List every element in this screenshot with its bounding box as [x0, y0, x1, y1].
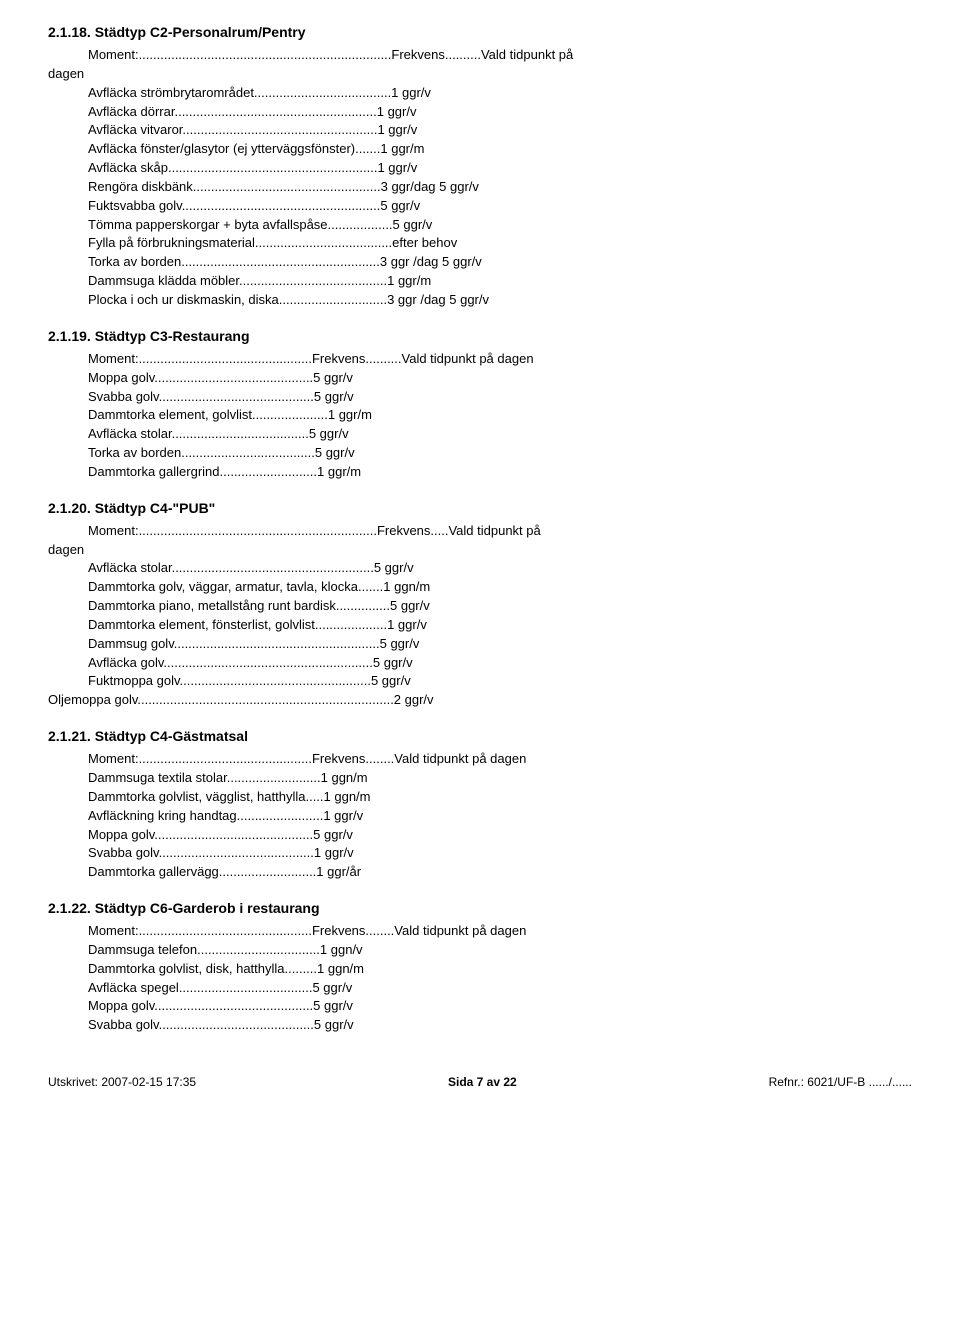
content-line: Fuktmoppa golv..........................… — [48, 672, 912, 691]
content-line: Avfläckning kring handtag...............… — [48, 807, 912, 826]
content-line: Moment:.................................… — [48, 46, 912, 65]
content-line: Tömma papperskorgar + byta avfallspåse..… — [48, 216, 912, 235]
content-line: Dammtorka golvlist, disk, hatthylla.....… — [48, 960, 912, 979]
content-line: Dammtorka golv, väggar, armatur, tavla, … — [48, 578, 912, 597]
content-line: Svabba golv.............................… — [48, 844, 912, 863]
content-line: Avfläcka golv...........................… — [48, 654, 912, 673]
footer-right: Refnr.: 6021/UF-B ....../...... — [769, 1075, 912, 1089]
content-line: Dammtorka element, fönsterlist, golvlist… — [48, 616, 912, 635]
content-line: Dammtorka golvlist, vägglist, hatthylla.… — [48, 788, 912, 807]
content-line: Moment:.................................… — [48, 350, 912, 369]
content-line: Svabba golv.............................… — [48, 388, 912, 407]
content-line: Avfläcka fönster/glasytor (ej ytterväggs… — [48, 140, 912, 159]
content-line: Moment:.................................… — [48, 750, 912, 769]
content-line-wrap: dagen — [48, 541, 912, 560]
content-line: Rengöra diskbänk........................… — [48, 178, 912, 197]
content-line: Avfläcka dörrar.........................… — [48, 103, 912, 122]
page: 2.1.18. Städtyp C2-Personalrum/Pentry Mom… — [0, 0, 960, 1035]
content-line: Avfläcka stolar.........................… — [48, 559, 912, 578]
content-line: Svabba golv.............................… — [48, 1016, 912, 1035]
section: 2.1.21. Städtyp C4-Gästmatsal Moment:....… — [48, 728, 912, 882]
content-line: Torka av borden.........................… — [48, 253, 912, 272]
content-line: Dammtorka gallervägg....................… — [48, 863, 912, 882]
content-line: Dammsuga textila stolar.................… — [48, 769, 912, 788]
section: 2.1.19. Städtyp C3-Restaurang Moment:....… — [48, 328, 912, 482]
content-line: Moppa golv..............................… — [48, 997, 912, 1016]
footer-left: Utskrivet: 2007-02-15 17:35 — [48, 1075, 196, 1089]
content-line: Dammtorka element, golvlist.............… — [48, 406, 912, 425]
content-line-wrap: dagen — [48, 65, 912, 84]
content-line: Fuktsvabba golv.........................… — [48, 197, 912, 216]
content-line: Dammtorka piano, metallstång runt bardis… — [48, 597, 912, 616]
section-heading: 2.1.22. Städtyp C6-Garderob i restaurang — [48, 900, 912, 916]
section-heading: 2.1.19. Städtyp C3-Restaurang — [48, 328, 912, 344]
content-line: Torka av borden.........................… — [48, 444, 912, 463]
section-heading: 2.1.21. Städtyp C4-Gästmatsal — [48, 728, 912, 744]
content-line: Moppa golv..............................… — [48, 826, 912, 845]
section-heading: 2.1.18. Städtyp C2-Personalrum/Pentry — [48, 24, 912, 40]
content-line: Dammsuga klädda möbler..................… — [48, 272, 912, 291]
content-line: Avfläcka strömbrytarområdet.............… — [48, 84, 912, 103]
content-line: Moppa golv..............................… — [48, 369, 912, 388]
content-line: Oljemoppa golv..........................… — [48, 691, 912, 710]
content-line: Moment:.................................… — [48, 522, 912, 541]
content-line: Dammsuga telefon........................… — [48, 941, 912, 960]
footer-center: Sida 7 av 22 — [448, 1075, 517, 1089]
content-line: Moment:.................................… — [48, 922, 912, 941]
content-line: Avfläcka spegel.........................… — [48, 979, 912, 998]
content-line: Dammtorka gallergrind...................… — [48, 463, 912, 482]
content-line: Avfläcka stolar.........................… — [48, 425, 912, 444]
content-line: Dammsug golv............................… — [48, 635, 912, 654]
content-line: Avfläcka skåp...........................… — [48, 159, 912, 178]
content-line: Avfläcka vitvaror.......................… — [48, 121, 912, 140]
section: 2.1.20. Städtyp C4-"PUB" Moment:.........… — [48, 500, 912, 710]
footer: Utskrivet: 2007-02-15 17:35 Sida 7 av 22… — [0, 1075, 960, 1109]
section: 2.1.22. Städtyp C6-Garderob i restaurang… — [48, 900, 912, 1035]
content-line: Fylla på förbrukningsmaterial...........… — [48, 234, 912, 253]
content-line: Plocka i och ur diskmaskin, diska.......… — [48, 291, 912, 310]
section-heading: 2.1.20. Städtyp C4-"PUB" — [48, 500, 912, 516]
section: 2.1.18. Städtyp C2-Personalrum/Pentry Mom… — [48, 24, 912, 310]
